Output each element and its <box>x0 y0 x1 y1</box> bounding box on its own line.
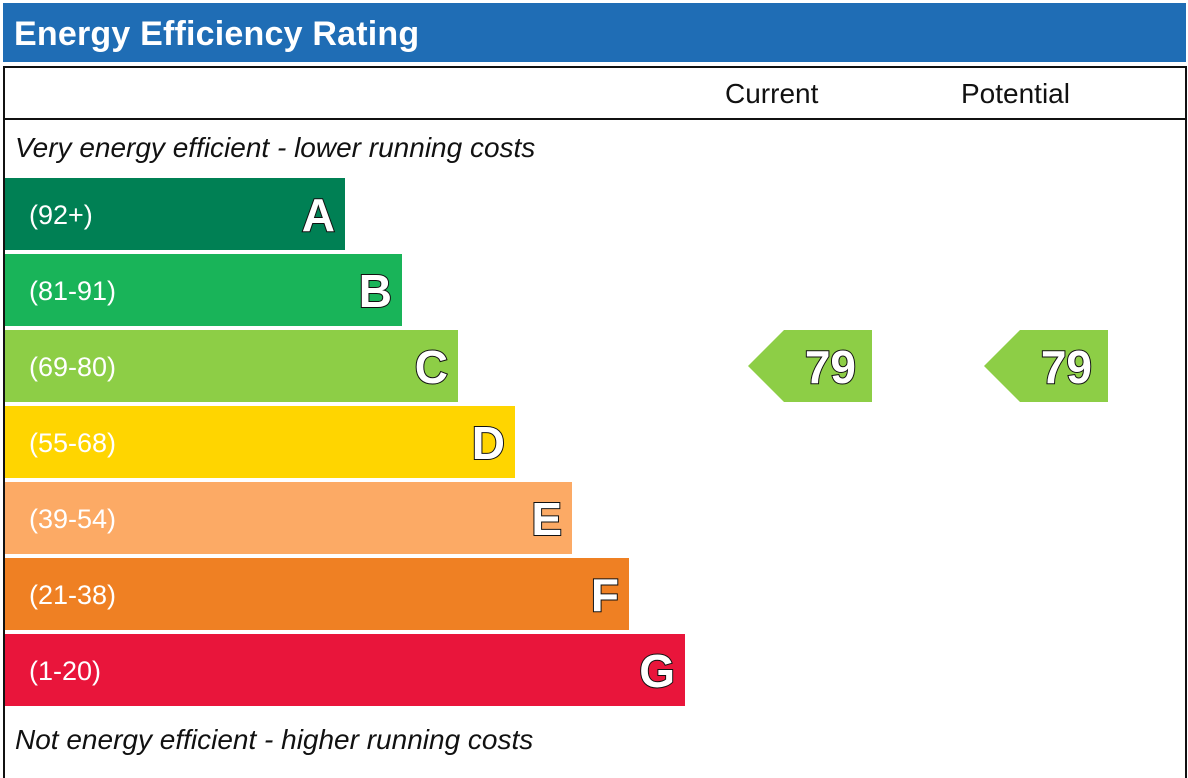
efficient-note: Very energy efficient - lower running co… <box>15 132 536 163</box>
current-rating-arrow-shape <box>748 330 872 402</box>
band-letter-label: E <box>531 493 562 545</box>
band-b: (81-91) B <box>5 254 402 326</box>
band-g: (1-20) G <box>5 634 685 706</box>
band-bar-e <box>5 482 572 554</box>
band-d: (55-68) D <box>5 406 515 478</box>
potential-column-header: Potential <box>961 78 1070 109</box>
band-range-label: (21-38) <box>29 580 116 610</box>
potential-rating-arrow-value: 79 <box>1041 341 1092 393</box>
rating-frame: Current Potential Very energy efficient … <box>3 66 1187 778</box>
band-range-label: (69-80) <box>29 352 116 382</box>
band-bar-a <box>5 178 345 250</box>
band-range-label: (92+) <box>29 200 93 230</box>
inefficient-note: Not energy efficient - higher running co… <box>15 724 534 755</box>
column-header-row: Current Potential <box>5 68 1185 120</box>
band-bar-g <box>5 634 685 706</box>
band-letter-label: F <box>591 569 619 621</box>
current-rating-arrow: 79 <box>748 330 872 402</box>
title-bar: Energy Efficiency Rating <box>3 3 1186 62</box>
band-letter-label: G <box>639 645 675 697</box>
band-letter-label: A <box>302 189 335 241</box>
band-letter-label: D <box>472 417 505 469</box>
band-letter-label: B <box>359 265 392 317</box>
potential-rating-arrow: 79 <box>984 330 1108 402</box>
current-column-header: Current <box>725 78 819 109</box>
band-range-label: (39-54) <box>29 504 116 534</box>
current-rating-arrow-value: 79 <box>805 341 856 393</box>
band-bar-c <box>5 330 458 402</box>
band-range-label: (55-68) <box>29 428 116 458</box>
band-letter-label: C <box>415 341 448 393</box>
band-e: (39-54) E <box>5 482 572 554</box>
band-range-label: (81-91) <box>29 276 116 306</box>
band-bar-f <box>5 558 629 630</box>
band-bar-d <box>5 406 515 478</box>
band-bar-b <box>5 254 402 326</box>
band-a: (92+) A <box>5 178 345 250</box>
potential-rating-arrow-shape <box>984 330 1108 402</box>
band-c: (69-80) C <box>5 330 458 402</box>
band-f: (21-38) F <box>5 558 629 630</box>
band-range-label: (1-20) <box>29 656 101 686</box>
chart-title: Energy Efficiency Rating <box>14 15 420 53</box>
